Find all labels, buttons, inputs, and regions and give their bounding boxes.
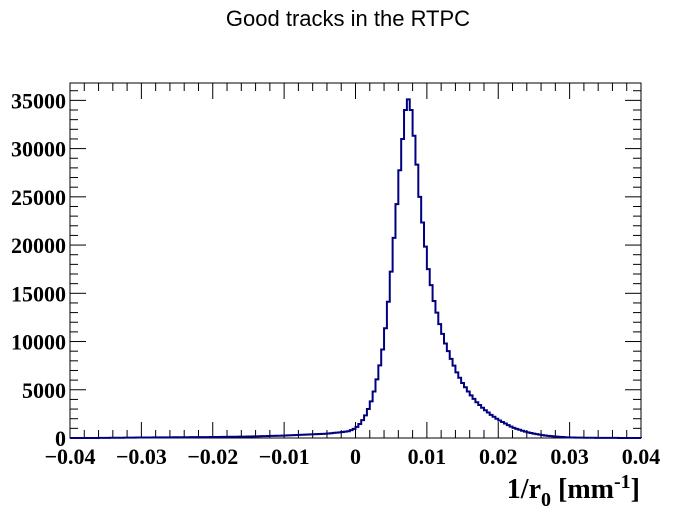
chart-title: Good tracks in the RTPC xyxy=(226,6,470,31)
x-axis-title-main: 1/r xyxy=(507,474,541,505)
y-tick-label: 35000 xyxy=(11,88,66,113)
x-tick-label: 0 xyxy=(350,444,361,469)
histogram-series xyxy=(70,98,642,439)
x-tick-label: 0.03 xyxy=(550,444,589,469)
x-tick-labels: −0.04 −0.03 −0.02 −0.01 0 0.01 0.02 0.03 0.04 xyxy=(44,444,660,469)
x-axis-title: 1/r0 [mm-1] xyxy=(507,471,640,511)
x-axis-title-superscript: -1 xyxy=(614,471,631,493)
y-tick-label: 25000 xyxy=(11,185,66,210)
y-tick-label: 20000 xyxy=(11,233,66,258)
x-tick-label: −0.03 xyxy=(116,444,167,469)
x-axis-title-subscript: 0 xyxy=(541,489,551,511)
x-axis-title-close: ] xyxy=(631,474,640,505)
x-tick-label: −0.01 xyxy=(259,444,310,469)
y-tick-labels: 0 5000 10000 15000 20000 25000 30000 35000 xyxy=(11,88,66,451)
plot-frame xyxy=(69,82,642,439)
y-tick-label: 10000 xyxy=(11,330,66,355)
x-axis xyxy=(69,83,642,438)
y-axis xyxy=(70,90,641,439)
x-tick-label: 0.04 xyxy=(622,444,661,469)
y-tick-label: 5000 xyxy=(22,378,66,403)
y-tick-label: 15000 xyxy=(11,281,66,306)
y-tick-label: 30000 xyxy=(11,137,66,162)
y-tick-label: 0 xyxy=(55,426,66,451)
x-tick-label: 0.02 xyxy=(479,444,518,469)
x-tick-label: 0.01 xyxy=(408,444,447,469)
x-tick-label: −0.02 xyxy=(187,444,238,469)
x-tick-label: −0.04 xyxy=(44,444,95,469)
x-axis-title-unit: [mm xyxy=(551,474,614,505)
